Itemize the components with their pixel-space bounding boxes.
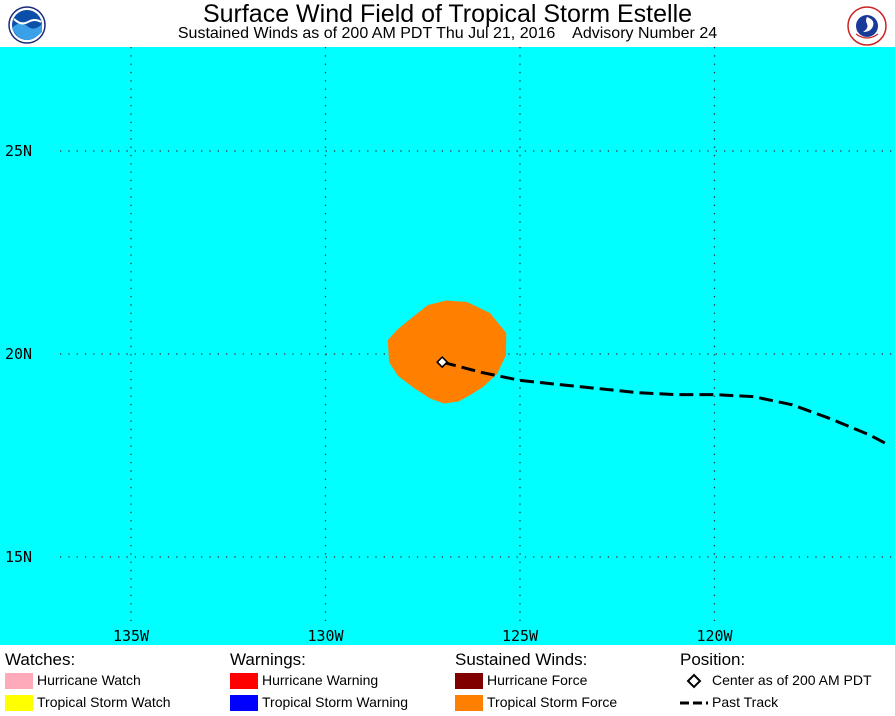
tropical-storm-force-wind-field (387, 300, 507, 404)
hurricane-warning-swatch (230, 673, 258, 689)
lat-lon-grid: 25N 20N 15N 135W 130W 125W 120W (5, 47, 895, 645)
legend-watches-heading: Watches: (5, 650, 76, 669)
legend: Watches: Hurricane Watch Tropical Storm … (0, 645, 895, 716)
hurricane-force-swatch (455, 673, 483, 689)
legend-label: Hurricane Force (487, 672, 588, 688)
tropical-storm-warning-swatch (230, 695, 258, 711)
legend-position-heading: Position: (680, 650, 746, 669)
page-subtitle: Sustained Winds as of 200 AM PDT Thu Jul… (177, 25, 718, 42)
legend-label: Past Track (712, 694, 779, 710)
legend-warnings-heading: Warnings: (230, 650, 306, 669)
legend-label: Hurricane Watch (37, 672, 141, 688)
legend-winds-heading: Sustained Winds: (455, 650, 588, 669)
legend-label: Tropical Storm Warning (262, 694, 409, 710)
noaa-logo (6, 6, 48, 49)
hurricane-watch-swatch (5, 673, 33, 689)
longitude-label: 130W (307, 627, 344, 645)
longitude-label: 120W (696, 627, 733, 645)
latitude-label: 25N (5, 142, 32, 160)
legend-label: Tropical Storm Force (487, 694, 618, 710)
header: Surface Wind Field of Tropical Storm Est… (0, 0, 895, 47)
latitude-label: 15N (5, 548, 32, 566)
tropical-storm-force-swatch (455, 695, 483, 711)
center-diamond-icon (436, 355, 449, 369)
dashed-line-icon (680, 701, 708, 705)
longitude-label: 135W (113, 627, 150, 645)
storm-map[interactable]: 25N 20N 15N 135W 130W 125W 120W (0, 47, 895, 645)
tropical-storm-watch-swatch (5, 695, 33, 711)
diamond-icon (686, 673, 702, 689)
page-title: Surface Wind Field of Tropical Storm Est… (202, 0, 693, 28)
legend-label: Tropical Storm Watch (37, 694, 171, 710)
latitude-label: 20N (5, 345, 32, 363)
legend-label: Hurricane Warning (262, 672, 379, 688)
map-canvas: 25N 20N 15N 135W 130W 125W 120W (0, 47, 895, 645)
legend-label: Center as of 200 AM PDT (712, 672, 872, 688)
storm-center-diamond (436, 355, 449, 369)
longitude-label: 125W (502, 627, 539, 645)
national-weather-service-logo (845, 6, 889, 51)
